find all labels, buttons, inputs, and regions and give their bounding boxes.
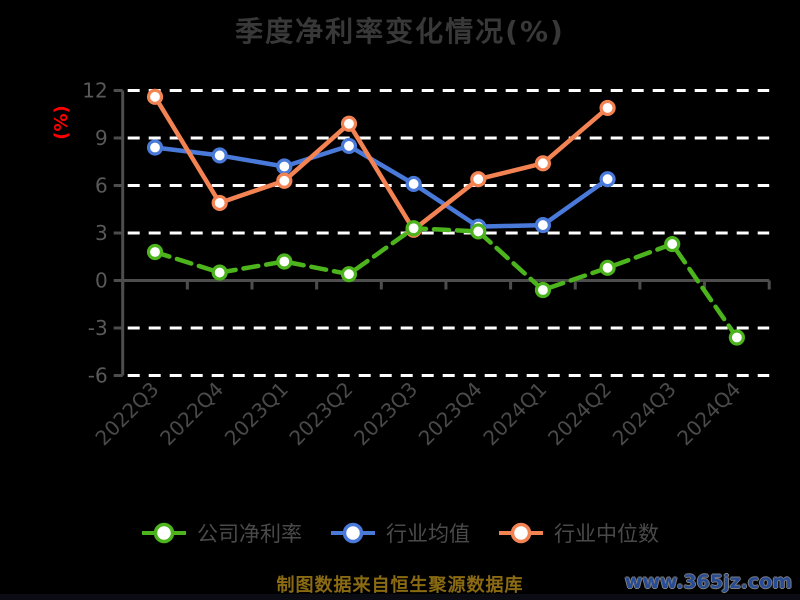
data-point-marker-industry-mean [599, 171, 616, 188]
x-tick-label: 2022Q4 [155, 377, 228, 450]
y-tick-label: 12 [82, 79, 107, 103]
data-point-marker-company-net-margin [146, 243, 164, 261]
data-point-marker-company-net-margin [276, 253, 293, 270]
data-point-marker-company-net-margin [340, 266, 358, 283]
data-point-marker-industry-mean [146, 139, 164, 156]
data-point-marker-company-net-margin [405, 220, 422, 237]
x-tick-label: 2023Q3 [349, 377, 422, 450]
data-point-marker-industry-median [276, 172, 293, 189]
legend-label: 行业均值 [386, 522, 470, 546]
y-tick-label: 6 [95, 174, 108, 198]
x-tick-label: 2023Q4 [414, 377, 487, 450]
site-watermark: www.365jz.com [624, 571, 792, 593]
legend-item-industry-median[interactable]: 行业中位数 [498, 518, 659, 548]
data-point-marker-industry-median [599, 99, 616, 117]
legend-label: 公司净利率 [197, 522, 302, 546]
legend-item-company-net-margin[interactable]: 公司净利率 [141, 518, 302, 548]
data-point-marker-industry-median [470, 171, 487, 188]
data-point-marker-industry-mean [534, 216, 552, 234]
legend-marker-icon [499, 522, 543, 544]
chart-title: 季度净利率变化情况(%) [235, 15, 565, 48]
data-point-marker-company-net-margin [470, 223, 487, 240]
x-tick-label: 2024Q3 [608, 377, 681, 450]
legend-label: 行业中位数 [554, 522, 659, 546]
x-tick-label: 2023Q2 [284, 377, 357, 450]
data-point-marker-company-net-margin [664, 235, 681, 253]
data-point-marker-company-net-margin [534, 281, 552, 299]
x-tick-label: 2023Q1 [220, 377, 293, 450]
legend-item-industry-mean[interactable]: 行业均值 [330, 518, 470, 548]
data-point-marker-industry-median [146, 88, 164, 105]
series-company-net-margin [146, 220, 745, 346]
x-tick-label: 2024Q2 [543, 377, 616, 450]
legend-marker-icon [142, 522, 186, 544]
x-tick-label: 2022Q3 [90, 377, 163, 450]
data-point-marker-industry-mean [405, 175, 422, 193]
legend: 公司净利率 行业均值 行业中位数 [0, 518, 800, 548]
series-line-industry-median [152, 94, 610, 233]
x-tick-label: 2024Q4 [672, 377, 745, 450]
data-point-marker-company-net-margin [599, 259, 616, 276]
x-tick-label: 2024Q1 [478, 377, 551, 450]
data-source-note: 制图数据来自恒生聚源数据库 [276, 575, 524, 596]
data-point-marker-industry-median [211, 194, 228, 212]
legend-marker-icon [331, 522, 375, 544]
data-point-marker-industry-median [340, 115, 358, 132]
data-point-marker-company-net-margin [728, 329, 745, 346]
series-line-company-net-margin [152, 226, 740, 340]
y-tick-label: 0 [95, 269, 108, 293]
data-point-marker-industry-median [534, 155, 552, 172]
data-point-marker-company-net-margin [211, 264, 228, 281]
data-point-marker-industry-mean [211, 147, 228, 164]
bottom-strip [0, 594, 800, 600]
y-tick-label: 9 [95, 126, 108, 150]
y-tick-label: -3 [88, 316, 108, 340]
series-line-industry-mean [152, 143, 610, 229]
y-tick-label: 3 [95, 221, 108, 245]
y-tick-label: -6 [88, 363, 108, 387]
data-point-marker-industry-mean [340, 137, 358, 155]
data-point-marker-industry-mean [276, 158, 293, 175]
